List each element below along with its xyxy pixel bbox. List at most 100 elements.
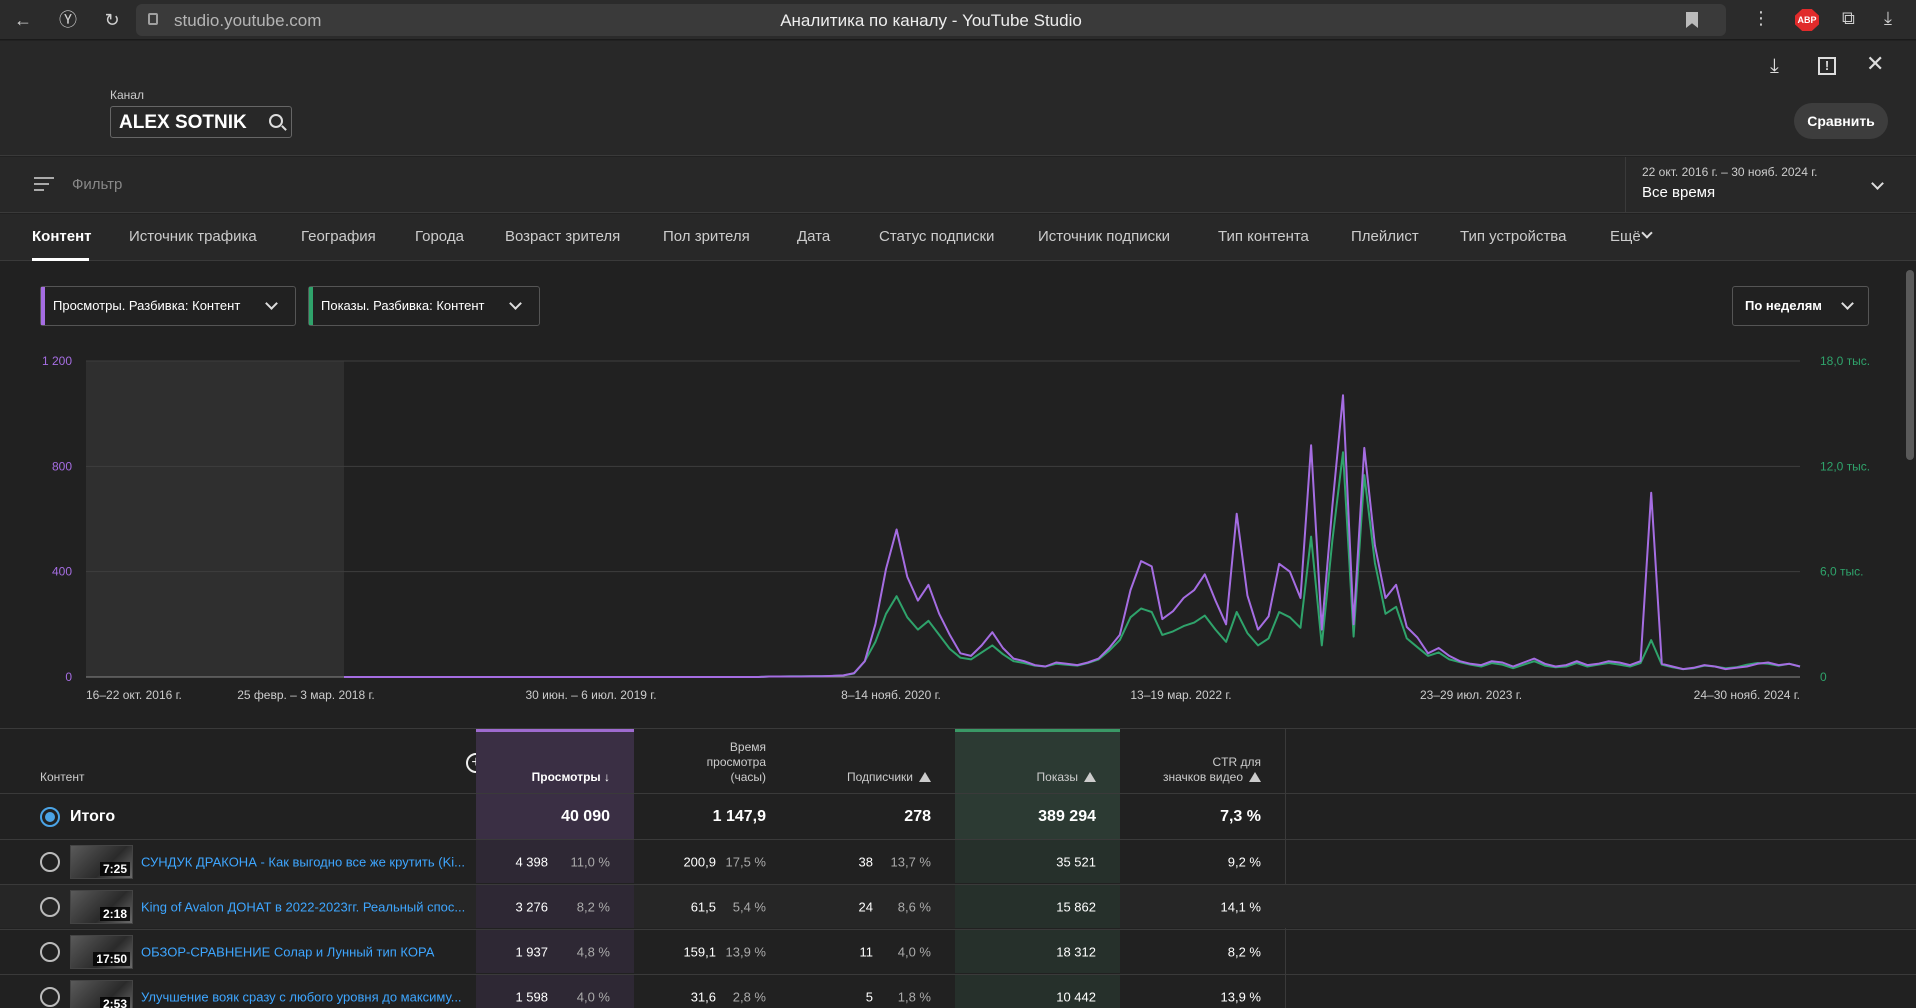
views-value: 1 937 <box>515 944 548 959</box>
tab-more[interactable]: Ещё <box>1610 228 1641 245</box>
x-tick-label: 30 июн. – 6 июл. 2019 г. <box>525 688 656 702</box>
tab-device-type[interactable]: Тип устройства <box>1460 228 1567 245</box>
yandex-icon[interactable]: Ⓨ <box>59 10 77 30</box>
filter-icon[interactable] <box>34 177 54 191</box>
close-icon[interactable]: ✕ <box>1866 51 1885 76</box>
bookmark-icon[interactable] <box>1686 12 1698 28</box>
tab-viewer-gender[interactable]: Пол зрителя <box>663 228 750 245</box>
video-title-link[interactable]: ОБЗОР-СРАВНЕНИЕ Солар и Лунный тип КОРА <box>141 944 435 959</box>
header-views[interactable]: Просмотры ↓ <box>476 729 634 793</box>
active-tab-indicator <box>32 258 89 261</box>
tab-content[interactable]: Контент <box>32 228 92 245</box>
tab-bar: Контент Источник трафика География Город… <box>0 214 1916 261</box>
table-row[interactable]: 7:25 СУНДУК ДРАКОНА - Как выгодно все же … <box>0 839 1916 883</box>
tab-viewer-age[interactable]: Возраст зрителя <box>505 228 621 245</box>
total-watch-time: 1 147,9 <box>712 807 766 825</box>
tab-playlist[interactable]: Плейлист <box>1351 228 1419 245</box>
warning-icon <box>919 772 931 782</box>
content-table: Контент + Просмотры ↓ Времяпросмотра(час… <box>0 728 1916 1008</box>
video-title-link[interactable]: Улучшение вояк сразу с любого уровня до … <box>141 989 462 1004</box>
x-tick-label: 24–30 нояб. 2024 г. <box>1694 688 1800 702</box>
column-divider <box>1285 729 1286 1008</box>
radio-button[interactable] <box>40 941 60 962</box>
watch-time-value: 159,1 <box>683 944 716 959</box>
y-left-tick-label: 400 <box>52 565 72 579</box>
views-percent: 8,2 % <box>576 899 610 914</box>
video-duration: 2:18 <box>99 907 130 921</box>
impressions-value: 18 312 <box>1056 944 1096 959</box>
search-icon[interactable] <box>269 114 283 128</box>
channel-name: ALEX SOTNIK <box>119 112 247 133</box>
ctr-value: 13,9 % <box>1220 989 1261 1004</box>
video-duration: 17:50 <box>93 952 130 966</box>
table-row[interactable]: 2:53 Улучшение вояк сразу с любого уровня… <box>0 974 1916 1008</box>
compare-button[interactable]: Сравнить <box>1794 103 1888 139</box>
channel-selector[interactable]: ALEX SOTNIK <box>110 106 292 138</box>
browser-toolbar: ← Ⓨ ↻ studio.youtube.com Аналитика по ка… <box>0 0 1916 40</box>
video-title-link[interactable]: СУНДУК ДРАКОНА - Как выгодно все же крут… <box>141 854 465 869</box>
total-subscribers: 278 <box>904 807 931 825</box>
table-row[interactable]: 17:50 ОБЗОР-СРАВНЕНИЕ Солар и Лунный тип … <box>0 929 1916 973</box>
chevron-down-icon <box>265 297 278 310</box>
tab-subscription-source[interactable]: Источник подписки <box>1038 228 1171 245</box>
radio-button[interactable] <box>40 986 60 1007</box>
header-content: Контент + <box>0 729 486 793</box>
tab-geography[interactable]: География <box>301 228 376 245</box>
impressions-value: 35 521 <box>1056 854 1096 869</box>
watch-time-value: 61,5 <box>690 899 716 914</box>
tab-more-label: Ещё <box>1610 228 1641 245</box>
watch-time-value: 200,9 <box>683 854 716 869</box>
video-thumbnail[interactable]: 17:50 <box>70 935 133 969</box>
chevron-down-icon <box>509 297 522 310</box>
views-value: 4 398 <box>515 854 548 869</box>
subscribers-value: 24 <box>858 899 873 914</box>
table-row-total[interactable]: Итого 40 090 1 147,9 278 389 294 7,3 % <box>0 793 1916 839</box>
subscribers-percent: 4,0 % <box>897 944 931 959</box>
video-title-link[interactable]: King of Avalon ДОНАТ в 2022-2023гг. Реал… <box>141 899 466 914</box>
table-row[interactable]: 2:18 King of Avalon ДОНАТ в 2022-2023гг. … <box>0 884 1916 928</box>
extensions-icon[interactable]: ⧉ <box>1842 8 1855 28</box>
back-icon[interactable]: ← <box>14 10 32 30</box>
radio-button[interactable] <box>40 896 60 917</box>
address-bar[interactable]: studio.youtube.com Аналитика по каналу -… <box>136 4 1726 36</box>
header-subscribers[interactable]: Подписчики <box>790 729 955 793</box>
radio-button[interactable] <box>40 851 60 872</box>
tab-subscription-status[interactable]: Статус подписки <box>879 228 995 245</box>
subscribers-value: 11 <box>859 944 874 959</box>
tab-cities[interactable]: Города <box>415 228 464 245</box>
header-impressions[interactable]: Показы <box>955 729 1120 793</box>
tab-content-type[interactable]: Тип контента <box>1218 228 1309 245</box>
filter-input[interactable]: Фильтр <box>72 176 123 193</box>
tab-traffic-source[interactable]: Источник трафика <box>129 228 257 245</box>
video-thumbnail[interactable]: 2:53 <box>70 980 133 1008</box>
feedback-icon[interactable]: ! <box>1818 57 1836 75</box>
period-selector[interactable]: По неделям <box>1732 286 1869 326</box>
video-thumbnail[interactable]: 7:25 <box>70 845 133 879</box>
metric-selector-views[interactable]: Просмотры. Разбивка: Контент <box>40 286 296 326</box>
header-ctr[interactable]: CTR для значков видео <box>1163 755 1261 784</box>
metric-selector-impressions[interactable]: Показы. Разбивка: Контент <box>308 286 540 326</box>
total-ctr: 7,3 % <box>1220 807 1261 825</box>
analytics-chart[interactable]: 0 0 400 6,0 тыс. 800 12,0 тыс. 1 200 18,0 тыс. 1… <box>30 345 1890 705</box>
downloads-icon[interactable]: ⤓ <box>1884 8 1892 28</box>
date-range-selector[interactable]: 22 окт. 2016 г. – 30 нояб. 2024 г. Все в… <box>1625 157 1916 213</box>
views-percent: 11,0 % <box>570 854 610 869</box>
x-tick-label: 25 февр. – 3 мар. 2018 г. <box>237 688 375 702</box>
period-selector-label: По неделям <box>1745 298 1822 313</box>
menu-dots-icon[interactable]: ⋮ <box>1752 8 1770 28</box>
scrollbar[interactable] <box>1906 270 1914 460</box>
ctr-value: 14,1 % <box>1220 899 1261 914</box>
impressions-line <box>344 451 1801 678</box>
reload-icon[interactable]: ↻ <box>104 10 120 30</box>
sort-down-icon: ↓ <box>604 770 610 784</box>
chevron-down-icon <box>1641 227 1653 239</box>
header-watch-time[interactable]: Время просмотра (часы) <box>706 740 766 784</box>
views-value: 3 276 <box>515 899 548 914</box>
download-icon[interactable]: ⤓ <box>1770 55 1779 77</box>
adblock-icon[interactable]: ABP <box>1795 9 1819 31</box>
video-thumbnail[interactable]: 2:18 <box>70 890 133 924</box>
radio-selected[interactable] <box>40 806 60 827</box>
tab-date[interactable]: Дата <box>797 228 831 245</box>
y-right-tick-label: 0 <box>1820 670 1827 684</box>
total-views: 40 090 <box>561 807 610 825</box>
